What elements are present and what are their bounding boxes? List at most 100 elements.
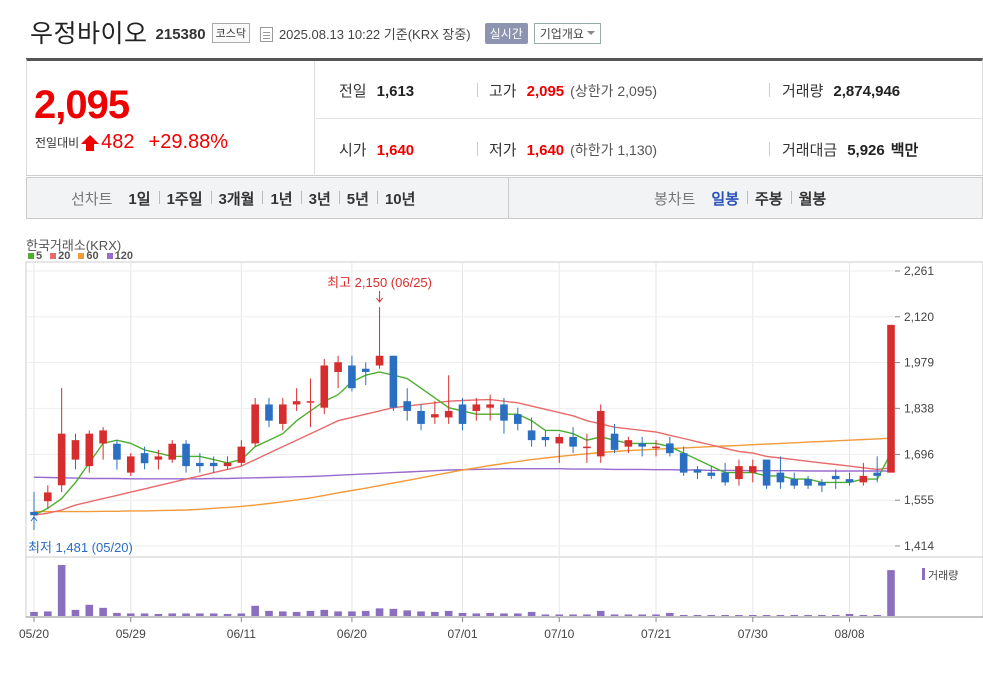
low-label: 저가: [489, 142, 517, 159]
candle-body: [776, 472, 785, 483]
candle-body: [610, 433, 619, 450]
x-tick-label: 06/11: [227, 627, 256, 641]
ma-legend-swatch: [78, 253, 85, 259]
candle-body: [624, 440, 633, 447]
period-3[interactable]: 1년: [262, 188, 300, 209]
volume-bar: [583, 614, 591, 616]
datetime-value: 2025.08.13 10:22: [278, 27, 381, 42]
trade-value-label: 거래대금: [782, 142, 838, 159]
candle-body: [85, 433, 94, 467]
change-value: 482: [101, 131, 135, 153]
y-tick-label: 2,120: [904, 310, 934, 324]
volume-bar: [804, 614, 812, 616]
y-tick-label: 1,979: [904, 356, 934, 370]
candle-body: [638, 443, 646, 447]
candle-body: [804, 479, 812, 486]
candle-body: [583, 446, 591, 449]
volume-bar: [735, 614, 743, 616]
upper-limit: (상한가 2,095): [570, 81, 657, 101]
volume-bar: [818, 614, 826, 616]
period-2[interactable]: 3개월: [210, 188, 263, 209]
candle-body: [140, 453, 149, 464]
period-0[interactable]: 1일: [128, 190, 151, 208]
volume-bar: [251, 605, 259, 616]
volume-value: 2,874,946: [833, 83, 901, 100]
company-overview-button[interactable]: 기업개요: [533, 22, 601, 44]
quote-datetime: 2025.08.13 10:22 기준(KRX 장중): [279, 24, 471, 43]
candle-body: [859, 475, 868, 483]
candle-period-0[interactable]: 일봉: [711, 190, 740, 208]
stock-code: 215380: [155, 25, 206, 43]
change-row: 전일대비 482 +29.88%: [35, 131, 228, 154]
volume-bar: [873, 614, 881, 616]
period-6[interactable]: 10년: [376, 188, 424, 209]
volume-bar: [624, 614, 633, 616]
volume-bar: [666, 612, 674, 616]
volume-bar: [279, 611, 287, 616]
candle-period-1[interactable]: 주봉: [747, 188, 791, 209]
volume-bar: [71, 609, 80, 616]
candle-body: [735, 466, 743, 480]
prev-close-stat: 전일 1,613: [339, 80, 414, 101]
company-overview-label: 기업개요: [539, 26, 584, 41]
volume-bar: [348, 611, 356, 616]
volume-bar: [140, 613, 149, 616]
low-stat: 저가 1,640 (하한가 1,130): [489, 139, 657, 160]
volume-bar: [707, 614, 716, 616]
candle-period-2[interactable]: 월봉: [790, 188, 835, 209]
candle-body: [444, 410, 453, 418]
line-chart-periods: 선차트 1일 1주일 3개월 1년 3년 5년 10년: [27, 178, 507, 218]
volume-legend-label: 거래량: [928, 569, 958, 582]
ma-legend-5: 5: [28, 250, 42, 262]
candle-body: [762, 459, 771, 486]
candle-body: [541, 436, 550, 441]
stat-divider: [769, 83, 770, 97]
volume-bar: [389, 608, 398, 616]
x-tick-label: 07/01: [447, 627, 477, 641]
candle-body: [818, 482, 826, 486]
stock-name: 우정바이오: [30, 20, 148, 48]
ma-legend-label: 5: [36, 250, 43, 262]
stock-header: 우정바이오 215380 코스닥 2025.08.13 10:22 기준(KRX…: [30, 14, 980, 50]
volume-bar: [237, 613, 246, 616]
volume-bar: [44, 611, 52, 616]
candle-body: [513, 414, 522, 424]
open-value: 1,640: [376, 142, 415, 159]
y-tick-label: 1,555: [904, 493, 934, 507]
candle-body: [679, 453, 688, 473]
ma-legend: 5 20 60 120: [28, 250, 133, 262]
high-value: 2,095: [526, 83, 565, 100]
price-chart: 05/20 05/29 06/11 06/20 07/01 07/10 07/21 07/30…: [19, 261, 983, 641]
volume-bar: [610, 614, 619, 616]
ma-legend-120: 120: [106, 250, 133, 262]
candle-chart-periods: 봉차트 일봉 주봉 월봉: [508, 178, 982, 218]
low-annotation-arrowhead: [30, 516, 38, 522]
volume-bar: [458, 612, 467, 616]
line-chart-title: 선차트: [71, 190, 113, 208]
ma60-line: [34, 437, 892, 513]
period-1[interactable]: 1주일: [158, 188, 211, 209]
candle-body: [154, 456, 163, 460]
x-tick-label: 07/10: [544, 627, 574, 641]
period-5[interactable]: 5년: [338, 188, 377, 209]
candle-body: [196, 462, 204, 467]
candle-body: [126, 456, 135, 473]
volume-bar: [486, 612, 494, 616]
upper-limit-label: (상한가: [570, 83, 614, 99]
volume-bar: [748, 614, 757, 616]
x-tick-label: 07/21: [641, 627, 671, 641]
ma-legend-20: 20: [50, 250, 70, 262]
candle-body: [99, 430, 107, 444]
candle-body: [693, 469, 702, 473]
candle-body: [375, 355, 384, 366]
volume-bar: [527, 611, 536, 616]
ma-legend-label: 120: [114, 250, 133, 262]
high-annotation: 최고 2,150 (06/25): [327, 275, 432, 290]
period-4[interactable]: 3년: [300, 188, 339, 209]
volume-bar: [334, 611, 342, 616]
volume-bar: [500, 613, 508, 616]
volume-bar: [154, 613, 163, 616]
realtime-button[interactable]: 실시간: [484, 22, 528, 44]
volume-legend-swatch: [922, 568, 925, 580]
candle-body: [569, 436, 577, 447]
